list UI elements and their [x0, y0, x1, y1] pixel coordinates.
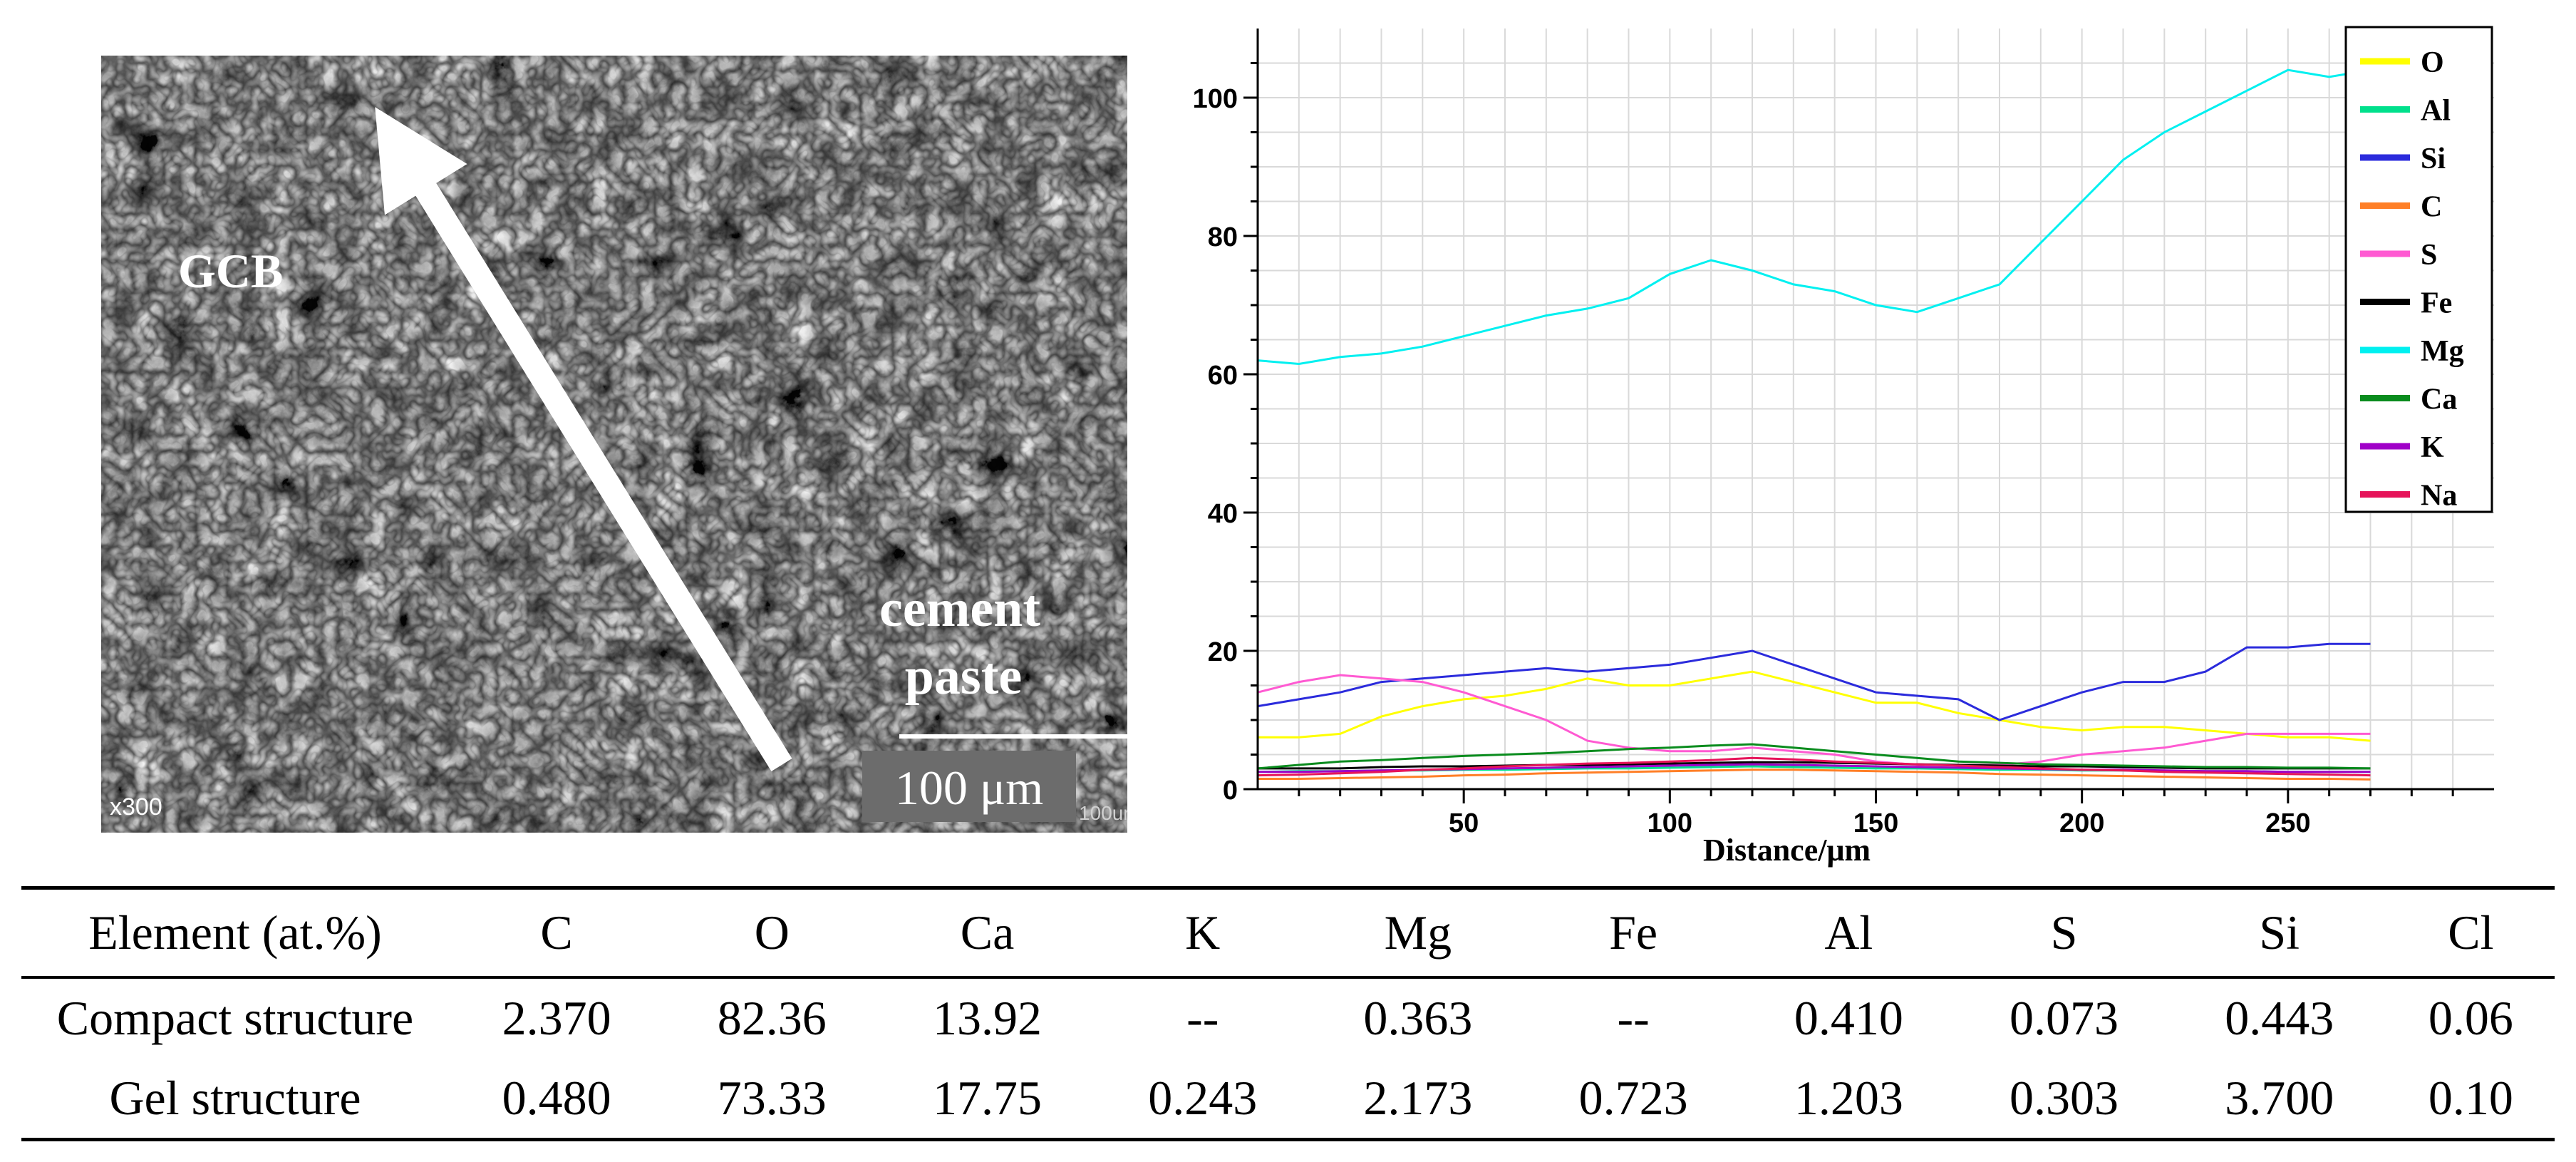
table-cell: 0.410 — [1794, 991, 1903, 1045]
series-line-ca — [1257, 743, 2371, 770]
table-row: Gel structure 0.480 73.33 17.75 0.243 2.… — [21, 1058, 2555, 1141]
y-tick-label: 40 — [1208, 499, 1238, 529]
legend-label-al: Al — [2421, 95, 2451, 128]
table-cell: 0.443 — [2225, 991, 2334, 1045]
table-cell: 0.480 — [449, 1058, 665, 1141]
sem-pores — [101, 56, 1127, 833]
table-header-row: Element (at.%) C O Ca K Mg Fe Al S Si Cl — [21, 886, 2555, 979]
table-cell: -- — [1617, 991, 1650, 1045]
scalebar-box — [862, 751, 1076, 822]
label-gcb: GCB — [178, 244, 283, 298]
table-cell: 0.10 — [2386, 1058, 2555, 1141]
table-cell: 2.173 — [1310, 1058, 1526, 1141]
y-tick-label: 100 — [1193, 84, 1238, 114]
x-tick-label: 250 — [2265, 808, 2310, 838]
row-label: Compact structure — [56, 991, 414, 1045]
header-cell: S — [1956, 886, 2172, 979]
table-cell: 2.370 — [502, 991, 611, 1045]
legend-label-si: Si — [2421, 143, 2446, 175]
x-tick-label: 200 — [2059, 808, 2104, 838]
table-cell: 0.06 — [2428, 991, 2513, 1045]
legend-label-fe: Fe — [2421, 287, 2452, 320]
series-line-o — [1258, 670, 2371, 742]
table-cell: 82.36 — [717, 991, 827, 1045]
series-line-mg — [1257, 68, 2371, 366]
sem-micrograph: GCB cement paste 100 μm x300 100um — [101, 56, 1127, 833]
legend-label-s: S — [2421, 239, 2437, 272]
table-cell: 0.303 — [1956, 1058, 2172, 1141]
legend-label-o: O — [2421, 46, 2444, 79]
legend-box — [2344, 26, 2493, 513]
legend-label-ca: Ca — [2421, 384, 2457, 416]
row-label: Gel structure — [21, 1058, 449, 1141]
scalebar-label: 100 μm — [895, 761, 1043, 815]
composition-table: Element (at.%) C O Ca K Mg Fe Al S Si Cl… — [21, 886, 2555, 1141]
header-cell: Cl — [2386, 886, 2555, 979]
header-cell: C — [449, 886, 665, 979]
label-cement: cement — [879, 580, 1040, 638]
series-line-si — [1257, 642, 2371, 721]
line-scan-arrow — [375, 107, 792, 771]
label-paste: paste — [905, 647, 1022, 706]
header-cell: Al — [1741, 886, 1957, 979]
series-line-fe — [1258, 761, 2371, 770]
table-cell: -- — [1186, 991, 1219, 1045]
header-cell: Ca — [879, 886, 1095, 979]
table-cell: 1.203 — [1741, 1058, 1957, 1141]
x-tick-label: 100 — [1647, 808, 1692, 838]
scalebar-small-label: 100um — [1079, 802, 1127, 824]
legend-label-k: K — [2421, 431, 2444, 464]
y-tick-label: 80 — [1208, 222, 1238, 252]
x-tick-label: 50 — [1449, 808, 1479, 838]
series-line-c — [1258, 768, 2371, 781]
legend-label-c: C — [2421, 191, 2442, 224]
header-cell: K — [1095, 886, 1310, 979]
header-cell: O — [664, 886, 880, 979]
header-cell: Element (at.%) — [21, 886, 449, 979]
table-cell: 0.723 — [1526, 1058, 1742, 1141]
sem-image-canvas: GCB cement paste 100 μm x300 100um — [101, 56, 1127, 833]
table-cell: 13.92 — [933, 991, 1042, 1045]
y-tick-label: 20 — [1208, 637, 1238, 667]
header-cell: Fe — [1526, 886, 1742, 979]
table-cell: 0.363 — [1363, 991, 1473, 1045]
series-line-na — [1257, 756, 2371, 777]
series-lines — [1257, 68, 2371, 781]
table-cell: 17.75 — [879, 1058, 1095, 1141]
table-cell: 0.073 — [2009, 991, 2119, 1045]
series-line-s — [1257, 674, 2371, 766]
header-cell: Si — [2171, 886, 2387, 979]
x-axis-title: Distance/μm — [1703, 833, 1871, 868]
table-cell: 73.33 — [664, 1058, 880, 1141]
magnification-label: x300 — [110, 793, 162, 821]
legend-label-mg: Mg — [2421, 335, 2464, 368]
y-tick-label: 60 — [1208, 361, 1238, 391]
grid — [1258, 29, 2494, 789]
legend-label-na: Na — [2421, 480, 2457, 513]
y-tick-label: 0 — [1223, 776, 1238, 806]
table-cell: 0.243 — [1095, 1058, 1310, 1141]
chart-svg: 0 20 40 60 80 100 50 100 150 200 250 Distance/μm OA… — [1193, 26, 2494, 868]
table-cell: 3.700 — [2171, 1058, 2387, 1141]
header-cell: Mg — [1310, 886, 1526, 979]
legend: O Al Si CS Fe Mg Ca K Na — [2344, 26, 2493, 513]
table-row: Compact structure 2.370 82.36 13.92 -- 0… — [21, 977, 2555, 1059]
axes: 0 20 40 60 80 100 50 100 150 200 250 Distance/μm — [1193, 29, 2494, 868]
x-tick-label: 150 — [1853, 808, 1898, 838]
